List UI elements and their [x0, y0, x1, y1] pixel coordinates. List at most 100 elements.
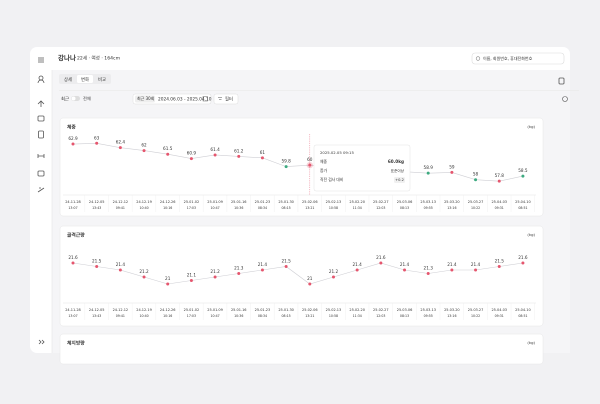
x-tick-time: 13:21	[305, 206, 314, 210]
x-tick-label: 25.02.13	[326, 308, 342, 312]
x-tick-label: 24.12.19	[136, 308, 152, 312]
data-point[interactable]	[95, 141, 99, 145]
toggle-label: 전체	[83, 95, 91, 102]
data-point[interactable]	[355, 268, 359, 272]
chart-card	[59, 225, 544, 327]
data-point[interactable]	[71, 142, 75, 146]
data-label: 58.9	[424, 165, 434, 170]
data-point[interactable]	[403, 268, 407, 272]
x-tick-label: 24.12.12	[113, 200, 129, 204]
member-info[interactable]: 22세 · 여성 · 164cm	[77, 55, 121, 62]
data-point[interactable]	[308, 163, 312, 167]
data-label: 60	[307, 157, 313, 162]
data-point[interactable]	[142, 149, 146, 153]
x-tick-time: 13:43	[92, 314, 101, 318]
preset-label: 최근 30회	[137, 95, 155, 101]
data-point[interactable]	[474, 178, 478, 182]
x-tick-time: 08:13	[400, 206, 409, 210]
data-point[interactable]	[426, 171, 430, 175]
x-tick-label: 25.01.09	[207, 308, 223, 312]
data-point[interactable]	[189, 279, 193, 282]
tab[interactable]: 변화	[81, 76, 89, 83]
tab[interactable]: 상세	[64, 76, 72, 83]
data-point[interactable]	[166, 282, 170, 286]
tooltip	[313, 144, 411, 192]
toggle-knob	[71, 96, 76, 101]
x-tick-time: 10:36	[234, 314, 243, 318]
x-tick-label: 25.03.27	[468, 308, 484, 312]
filter-label: 필터	[225, 96, 233, 103]
data-label: 21.2	[139, 269, 149, 274]
data-point[interactable]	[308, 282, 312, 286]
trend-line	[72, 262, 523, 285]
filter-button[interactable]	[213, 93, 239, 105]
data-label: 21	[165, 276, 171, 281]
data-label: 21.4	[258, 262, 268, 267]
data-point[interactable]	[331, 275, 335, 279]
data-label: 21.5	[281, 259, 291, 264]
settings-icon[interactable]	[562, 96, 568, 102]
x-tick-time: 10:22	[471, 206, 480, 210]
data-point[interactable]	[497, 179, 501, 183]
data-point[interactable]	[284, 265, 288, 268]
data-point[interactable]	[237, 272, 241, 275]
data-point[interactable]	[95, 265, 99, 268]
x-tick-time: 08:15	[282, 206, 291, 210]
x-tick-time: 09:41	[116, 206, 125, 210]
data-label: 21.6	[376, 255, 386, 260]
x-tick-time: 10:40	[139, 314, 148, 318]
data-label: 62.4	[116, 140, 126, 145]
x-tick-label: 25.02.20	[349, 200, 365, 204]
data-label: 57.8	[495, 173, 505, 178]
data-point[interactable]	[118, 146, 122, 150]
member-name: 강나나	[58, 53, 76, 62]
x-tick-time: 09:31	[495, 206, 504, 210]
x-tick-time: 10:36	[234, 206, 243, 210]
x-tick-time: 12:03	[376, 314, 385, 318]
preset-chip[interactable]	[135, 95, 155, 103]
data-point[interactable]	[450, 170, 454, 174]
data-point[interactable]	[450, 268, 454, 272]
data-point[interactable]	[474, 268, 478, 272]
x-tick-label: 25.01.23	[255, 200, 271, 204]
data-label: 21.4	[400, 262, 410, 267]
data-point[interactable]	[142, 275, 146, 279]
x-tick-label: 24.11.28	[65, 308, 81, 312]
data-point[interactable]	[521, 261, 525, 265]
x-tick-label: 24.12.26	[160, 308, 176, 312]
chart-card	[59, 117, 544, 217]
x-tick-time: 10:16	[163, 206, 172, 210]
x-tick-label: 25.04.03	[491, 308, 507, 312]
x-tick-time: 13:07	[68, 314, 77, 318]
x-tick-label: 25.03.13	[420, 308, 436, 312]
data-point[interactable]	[189, 157, 193, 161]
trend-line	[72, 142, 523, 182]
data-point[interactable]	[260, 268, 264, 272]
data-point[interactable]	[71, 261, 75, 265]
x-tick-label: 25.01.16	[231, 308, 247, 312]
data-point[interactable]	[284, 165, 288, 169]
data-label: 59.8	[281, 159, 291, 164]
x-tick-label: 25.04.10	[515, 200, 531, 204]
data-point[interactable]	[521, 174, 525, 178]
data-point[interactable]	[426, 272, 430, 275]
data-point[interactable]	[213, 275, 217, 279]
tooltip-value: 60.0kg	[388, 159, 404, 164]
x-tick-label: 25.01.23	[255, 308, 271, 312]
sidebar-icons[interactable]	[37, 57, 565, 345]
data-point[interactable]	[237, 154, 241, 158]
data-point[interactable]	[166, 152, 170, 156]
data-point[interactable]	[213, 153, 217, 157]
data-point[interactable]	[118, 268, 122, 272]
tab[interactable]: 비교	[98, 76, 106, 83]
x-tick-time: 17:03	[187, 206, 196, 210]
x-tick-label: 25.03.27	[468, 200, 484, 204]
search-box[interactable]	[471, 52, 565, 65]
x-tick-label: 25.01.02	[184, 308, 200, 312]
data-point[interactable]	[260, 156, 264, 160]
x-tick-label: 24.11.28	[65, 200, 81, 204]
x-tick-time: 11:34	[353, 206, 362, 210]
x-tick-label: 25.01.09	[207, 200, 223, 204]
data-point[interactable]	[497, 265, 501, 268]
data-point[interactable]	[379, 261, 383, 265]
